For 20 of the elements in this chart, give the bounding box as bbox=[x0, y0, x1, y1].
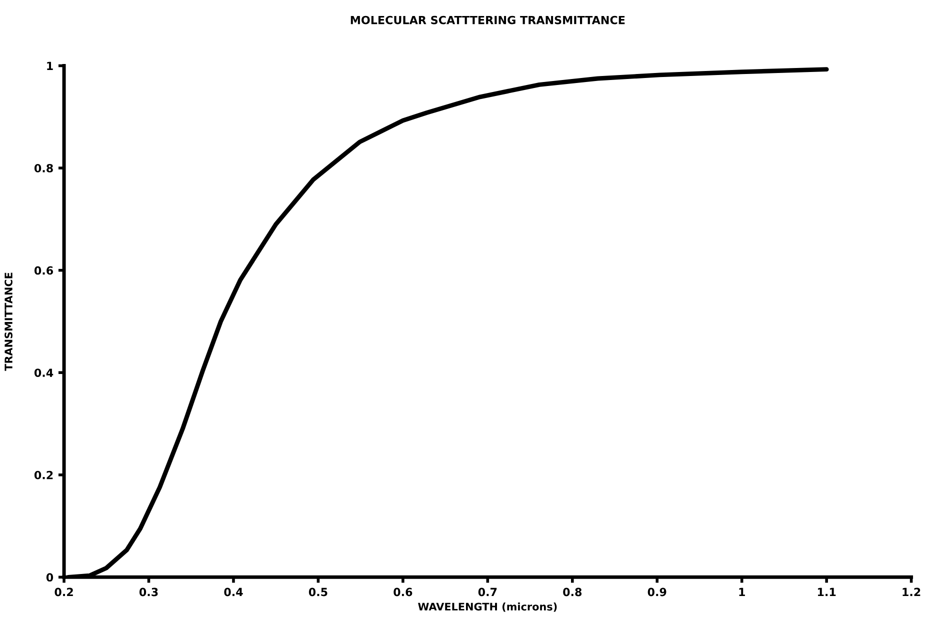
x-tick-label: 1.2 bbox=[902, 588, 920, 596]
chart-title: MOLECULAR SCATTTERING TRANSMITTANCE bbox=[350, 16, 625, 24]
x-tick-label: 0.5 bbox=[308, 588, 328, 596]
x-tick-label: 0.7 bbox=[478, 588, 497, 596]
x-tick-label: 0.2 bbox=[54, 588, 73, 596]
y-tick-label: 0.6 bbox=[34, 266, 54, 275]
x-tick-label: 1.1 bbox=[818, 588, 836, 596]
y-tick-label: 0.4 bbox=[34, 368, 54, 377]
y-tick-label: 1 bbox=[47, 62, 53, 70]
x-tick-label: 0.6 bbox=[394, 588, 412, 596]
x-tick-label: 0.9 bbox=[648, 588, 666, 596]
y-tick-label: 0 bbox=[46, 573, 54, 582]
x-tick-label: 1 bbox=[739, 588, 745, 596]
y-tick-label: 0.8 bbox=[34, 164, 53, 172]
x-tick-label: 0.4 bbox=[224, 588, 243, 596]
x-tick-label: 0.8 bbox=[563, 588, 582, 596]
x-tick-label: 0.3 bbox=[139, 588, 158, 596]
y-axis-title: TRANSMITTANCE bbox=[4, 272, 12, 371]
y-tick-label: 0.2 bbox=[34, 470, 53, 480]
x-axis-title: WAVELENGTH (microns) bbox=[418, 602, 557, 612]
